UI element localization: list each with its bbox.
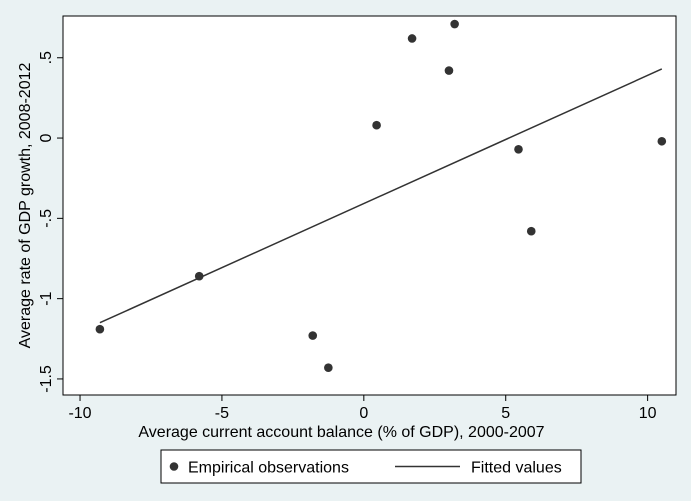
legend-marker-empirical: [169, 462, 179, 471]
y-tick-label: -1: [38, 291, 55, 305]
y-axis-title: Average rate of GDP growth, 2008-2012: [17, 62, 34, 348]
plot-area: [62, 15, 677, 396]
data-point: [407, 34, 417, 43]
data-point: [324, 363, 333, 372]
legend-label-empirical: Empirical observations: [188, 460, 349, 477]
x-axis-title: Average current account balance (% of GD…: [138, 424, 544, 441]
data-point: [194, 271, 204, 281]
y-tick-label: -1.5: [38, 365, 55, 393]
x-tick-label: 0: [359, 405, 368, 422]
y-tick-label: 0: [38, 134, 55, 143]
x-tick-label: 10: [639, 405, 657, 422]
y-tick-label: .5: [38, 51, 55, 64]
data-point: [444, 66, 454, 75]
legend-label-fitted: Fitted values: [471, 460, 562, 477]
legend-box: [160, 449, 582, 484]
data-point: [526, 226, 536, 236]
data-point: [372, 120, 381, 130]
data-point: [450, 19, 459, 29]
x-tick-label: -10: [68, 405, 91, 422]
x-tick-label: -5: [215, 405, 229, 422]
data-point: [95, 324, 105, 334]
data-point: [308, 331, 318, 340]
data-point: [657, 136, 667, 146]
x-tick-label: 5: [501, 405, 510, 422]
y-tick-label: -.5: [38, 209, 55, 228]
fitted-line: [99, 68, 663, 324]
data-point: [514, 144, 523, 154]
